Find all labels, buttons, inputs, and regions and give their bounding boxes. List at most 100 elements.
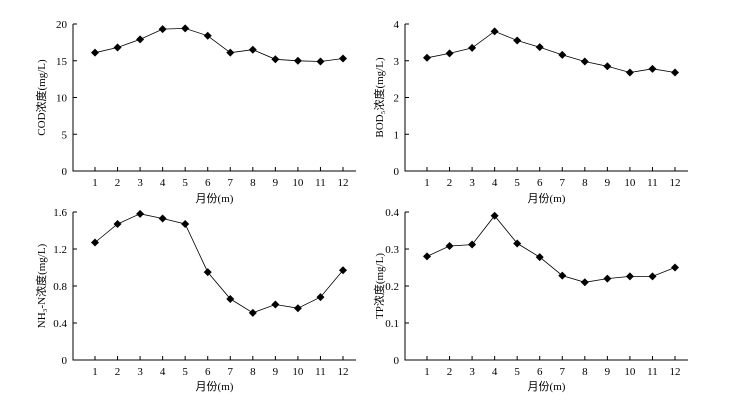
- x-tick-label: 12: [670, 366, 681, 378]
- x-tick-label: 11: [647, 366, 658, 378]
- y-tick-label: 15: [56, 56, 68, 68]
- data-point-marker: [158, 214, 167, 223]
- data-point-marker: [339, 266, 347, 275]
- x-tick-label: 6: [205, 366, 211, 378]
- data-point-marker: [445, 49, 454, 58]
- x-tick-label: 8: [582, 366, 588, 378]
- data-point-marker: [136, 209, 145, 218]
- x-tick-label: 7: [228, 177, 234, 189]
- x-tick-label: 1: [92, 177, 98, 189]
- x-tick-label: 7: [560, 177, 566, 189]
- x-tick-label: 4: [160, 366, 166, 378]
- y-tick-label: 20: [56, 19, 68, 31]
- data-point-marker: [580, 278, 589, 287]
- data-point-marker: [671, 263, 679, 272]
- y-tick-label: 4: [394, 19, 400, 31]
- data-point-marker: [468, 43, 477, 52]
- axis-lines: [404, 24, 688, 172]
- y-axis-label: TP浓度(mg/L): [372, 253, 386, 319]
- x-tick-label: 5: [182, 177, 188, 189]
- data-point-marker: [603, 274, 612, 283]
- data-point-marker: [113, 220, 122, 229]
- series-line: [426, 30, 676, 73]
- data-point-marker: [445, 242, 454, 251]
- x-tick-label: 3: [137, 366, 143, 378]
- x-tick-label: 4: [160, 177, 166, 189]
- chart-panel-4: 00.10.20.30.41 2 3 4 5 6 7 8 9 10 11 12月份(m)TP浓度(mg…: [372, 207, 688, 393]
- x-tick-label: 4: [492, 177, 498, 189]
- data-point-marker: [535, 43, 544, 52]
- data-point-marker: [271, 55, 280, 64]
- data-point-marker: [203, 268, 212, 277]
- data-point-marker: [490, 211, 499, 220]
- x-tick-label: 9: [273, 177, 279, 189]
- y-tick-label: 0: [62, 355, 68, 367]
- data-point-marker: [558, 50, 567, 59]
- x-tick-label: 2: [115, 177, 121, 189]
- data-point-marker: [316, 293, 325, 302]
- data-point-marker: [226, 294, 235, 303]
- axis-lines: [72, 212, 356, 361]
- x-axis-label: 月份(m): [196, 380, 234, 393]
- data-point-marker: [203, 31, 212, 40]
- y-tick-label: 0.8: [53, 281, 67, 293]
- data-point-marker: [603, 62, 612, 71]
- x-tick-label: 10: [292, 177, 304, 189]
- y-tick-label: 1.6: [53, 207, 67, 219]
- x-tick-label: 5: [514, 177, 520, 189]
- data-point-marker: [558, 271, 567, 280]
- x-tick-label: 2: [447, 177, 453, 189]
- data-point-marker: [248, 45, 257, 54]
- data-point-marker: [181, 24, 190, 33]
- data-point-marker: [158, 25, 167, 34]
- data-point-marker: [91, 238, 99, 247]
- x-tick-label: 5: [182, 366, 188, 378]
- y-axis-label: COD浓度(mg/L): [34, 59, 48, 136]
- data-point-marker: [648, 64, 657, 73]
- x-tick-label: 10: [292, 366, 304, 378]
- x-tick-label: 2: [115, 366, 121, 378]
- y-tick-label: 1.2: [53, 244, 67, 256]
- series-line: [94, 27, 344, 62]
- y-axis-label: NH₃-N浓度(mg/L): [34, 243, 48, 328]
- x-tick-label: 2: [447, 366, 453, 378]
- y-tick-label: 0.3: [385, 244, 399, 256]
- data-point-marker: [316, 57, 325, 66]
- x-tick-label: 6: [537, 366, 543, 378]
- data-point-marker: [468, 240, 477, 249]
- x-tick-label: 6: [537, 177, 543, 189]
- x-tick-label: 3: [469, 177, 475, 189]
- x-tick-label: 3: [469, 366, 475, 378]
- series-line: [426, 215, 676, 283]
- data-point-marker: [625, 272, 634, 281]
- data-point-marker: [293, 304, 302, 313]
- y-tick-label: 1: [394, 129, 400, 141]
- y-tick-label: 3: [394, 56, 400, 68]
- data-point-marker: [513, 239, 522, 248]
- x-tick-label: 11: [315, 366, 326, 378]
- x-tick-label: 1: [424, 177, 430, 189]
- x-tick-label: 10: [624, 177, 636, 189]
- data-point-marker: [226, 48, 235, 57]
- y-tick-label: 0.4: [53, 318, 67, 330]
- data-point-marker: [113, 43, 122, 52]
- data-point-marker: [535, 253, 544, 262]
- data-point-marker: [648, 272, 657, 281]
- axis-lines: [404, 212, 688, 361]
- x-tick-label: 1: [424, 366, 430, 378]
- x-tick-label: 9: [273, 366, 279, 378]
- x-tick-label: 8: [582, 177, 588, 189]
- data-point-marker: [513, 36, 522, 45]
- chart-panel-3: 00.40.81.21.61 2 3 4 5 6 7 8 9 10 11 12月份(m)NH₃-N浓度…: [34, 207, 356, 393]
- x-tick-label: 5: [514, 366, 520, 378]
- y-tick-label: 0.2: [385, 281, 399, 293]
- x-tick-label: 11: [647, 177, 658, 189]
- data-point-marker: [293, 56, 302, 65]
- series-line: [94, 213, 344, 314]
- x-tick-label: 12: [338, 366, 349, 378]
- x-axis-label: 月份(m): [528, 192, 566, 205]
- y-tick-label: 5: [62, 129, 68, 141]
- y-tick-label: 2: [394, 93, 400, 105]
